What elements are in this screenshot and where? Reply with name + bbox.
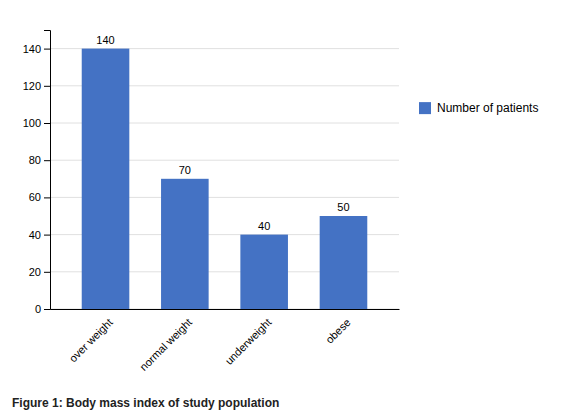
tick: 80 [29,154,50,166]
tick-label: over weight [67,316,115,364]
tick: 60 [29,191,50,203]
chart: 140 70 40 50 0 20 40 60 80 100 120 140 over weight no… [0,0,564,419]
tick: obese [323,316,353,346]
tick: 140 [23,43,50,55]
tick-label: 100 [23,117,41,129]
grid [50,49,399,309]
title: Figure 1: Body mass index of study popul… [12,396,279,410]
tick-label: underweight [223,316,274,367]
tick-mark [44,197,50,198]
legend-label: Number of patients [437,101,538,115]
bar [82,49,130,309]
axis-line [51,309,400,310]
tick-label: obese [323,316,353,346]
tick-mark [44,49,50,50]
tick-mark [44,235,50,236]
tick-label: 0 [35,303,41,315]
tick-label: 120 [23,80,41,92]
tick: 120 [23,80,50,92]
tick-mark [44,123,50,124]
data-labels: 140 70 40 50 [96,34,349,232]
x-axis: over weight normal weight underweight obese [51,310,400,373]
legend-swatch [419,102,431,114]
bar [320,216,368,309]
bar [161,179,209,309]
bar [240,235,288,309]
tick-label: normal weight [137,316,194,373]
tick: 20 [29,266,50,278]
tick-label: 40 [29,229,41,241]
axis-line [44,31,51,310]
tick-mark [44,86,50,87]
tick-mark [44,272,50,273]
tick-label: 140 [23,43,41,55]
data-label: 40 [258,220,270,232]
tick: underweight [223,316,274,367]
y-axis: 0 20 40 60 80 100 120 140 [23,31,51,316]
tick: 40 [29,229,50,241]
tick-label: 80 [29,154,41,166]
legend: Number of patients [419,101,538,115]
tick-mark [44,309,50,310]
data-label: 70 [179,164,191,176]
tick: normal weight [137,316,194,373]
bars [82,49,368,309]
tick: over weight [67,316,115,364]
legend-item: Number of patients [419,101,538,115]
tick-label: 20 [29,266,41,278]
tick: 0 [35,303,50,315]
tick-label: 60 [29,191,41,203]
plot: 140 70 40 50 0 20 40 60 80 100 120 140 over weight no… [23,31,400,373]
tick-mark [44,160,50,161]
tick: 100 [23,117,50,129]
data-label: 50 [337,201,349,213]
data-label: 140 [96,34,114,46]
